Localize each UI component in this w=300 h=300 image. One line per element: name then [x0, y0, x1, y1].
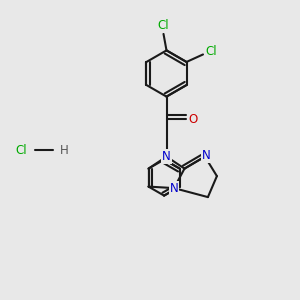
Text: O: O [188, 112, 197, 126]
Text: Cl: Cl [158, 19, 169, 32]
Text: N: N [162, 150, 171, 163]
Text: Cl: Cl [206, 45, 217, 58]
Text: H: H [60, 143, 69, 157]
Text: Cl: Cl [15, 143, 27, 157]
Text: N: N [169, 182, 178, 195]
Text: N: N [202, 148, 211, 162]
